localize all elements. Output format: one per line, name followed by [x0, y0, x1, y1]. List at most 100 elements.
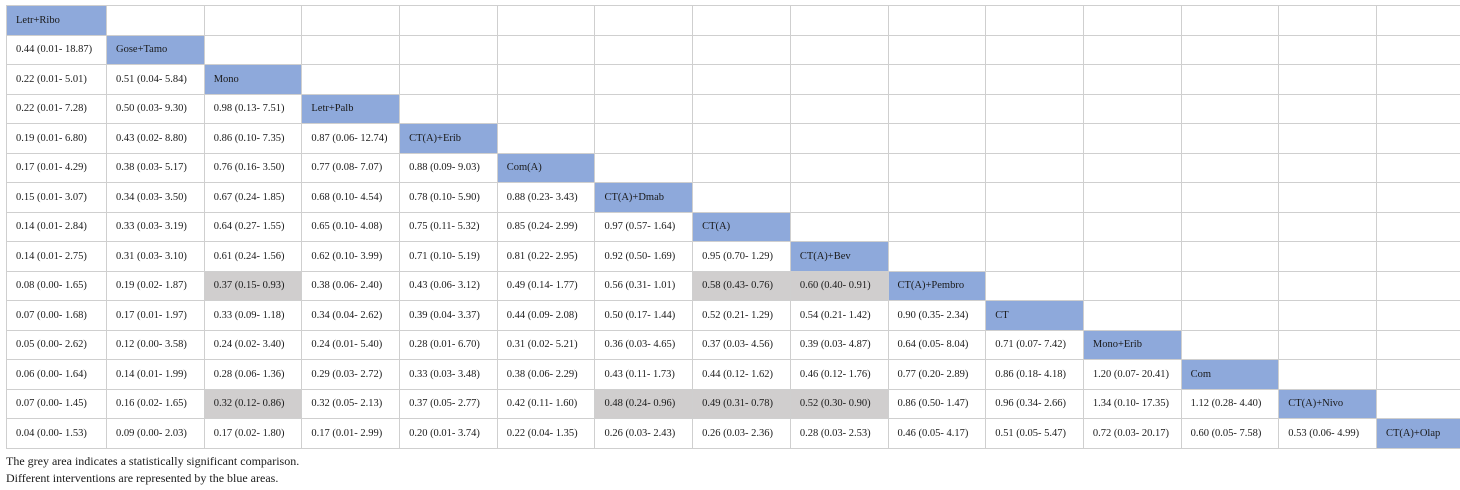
empty-cell [301, 34, 401, 65]
comparison-cell: 0.16 (0.02- 1.65) [106, 388, 205, 419]
empty-cell [789, 5, 889, 36]
empty-cell [1375, 241, 1460, 272]
empty-cell [692, 152, 791, 183]
comparison-cell: 0.88 (0.09- 9.03) [399, 152, 498, 183]
empty-cell [887, 152, 987, 183]
comparison-cell: 0.38 (0.06- 2.29) [496, 359, 596, 390]
empty-cell [1375, 211, 1460, 242]
empty-cell [1278, 123, 1377, 154]
comparison-cell: 0.96 (0.34- 2.66) [985, 388, 1084, 419]
intervention-cell: CT(A)+Erib [399, 123, 498, 154]
intervention-cell: Letr+Palb [301, 93, 401, 124]
comparison-cell: 0.86 (0.18- 4.18) [985, 359, 1084, 390]
empty-cell [692, 182, 791, 213]
comparison-cell: 0.77 (0.20- 2.89) [887, 359, 987, 390]
comparison-cell: 0.34 (0.04- 2.62) [301, 300, 401, 331]
intervention-cell: Mono+Erib [1082, 329, 1182, 360]
comparison-cell: 0.77 (0.08- 7.07) [301, 152, 401, 183]
comparison-cell: 0.52 (0.30- 0.90) [789, 388, 889, 419]
table-row: 0.22 (0.01- 5.01) 0.51 (0.04- 5.84) Mono [6, 64, 1460, 95]
empty-cell [1278, 93, 1377, 124]
comparison-cell: 0.81 (0.22- 2.95) [496, 241, 596, 272]
comparison-cell: 0.32 (0.05- 2.13) [301, 388, 401, 419]
comparison-cell: 0.15 (0.01- 3.07) [6, 182, 107, 213]
empty-cell [1082, 270, 1182, 301]
empty-cell [203, 34, 303, 65]
comparison-cell: 0.22 (0.04- 1.35) [496, 418, 596, 449]
comparison-cell: 0.22 (0.01- 5.01) [6, 64, 107, 95]
comparison-cell: 0.68 (0.10- 4.54) [301, 182, 401, 213]
comparison-cell: 0.26 (0.03- 2.36) [692, 418, 791, 449]
comparison-cell: 0.14 (0.01- 2.75) [6, 241, 107, 272]
empty-cell [1278, 211, 1377, 242]
empty-cell [399, 34, 498, 65]
empty-cell [1375, 64, 1460, 95]
comparison-cell: 1.20 (0.07- 20.41) [1082, 359, 1182, 390]
comparison-cell: 0.60 (0.40- 0.91) [789, 270, 889, 301]
empty-cell [887, 93, 987, 124]
empty-cell [887, 182, 987, 213]
comparison-cell: 0.37 (0.05- 2.77) [399, 388, 498, 419]
empty-cell [1082, 64, 1182, 95]
comparison-cell: 0.37 (0.03- 4.56) [692, 329, 791, 360]
empty-cell [1375, 34, 1460, 65]
empty-cell [985, 152, 1084, 183]
empty-cell [887, 211, 987, 242]
comparison-cell: 0.64 (0.05- 8.04) [887, 329, 987, 360]
intervention-cell: Com(A) [496, 152, 596, 183]
comparison-cell: 0.46 (0.05- 4.17) [887, 418, 987, 449]
empty-cell [1180, 93, 1280, 124]
empty-cell [1375, 270, 1460, 301]
comparison-cell: 0.46 (0.12- 1.76) [789, 359, 889, 390]
comparison-cell: 0.31 (0.03- 3.10) [106, 241, 205, 272]
empty-cell [1180, 64, 1280, 95]
intervention-cell: Com [1180, 359, 1280, 390]
empty-cell [692, 5, 791, 36]
empty-cell [1375, 123, 1460, 154]
empty-cell [594, 64, 694, 95]
comparison-cell: 0.05 (0.00- 2.62) [6, 329, 107, 360]
comparison-cell: 0.90 (0.35- 2.34) [887, 300, 987, 331]
note-blue-area: Different interventions are represented … [6, 471, 279, 485]
comparison-cell: 0.37 (0.15- 0.93) [203, 270, 303, 301]
comparison-cell: 0.31 (0.02- 5.21) [496, 329, 596, 360]
empty-cell [887, 123, 987, 154]
comparison-cell: 0.42 (0.11- 1.60) [496, 388, 596, 419]
table-row: 0.19 (0.01- 6.80) 0.43 (0.02- 8.80) 0.86 (… [6, 123, 1460, 154]
comparison-cell: 1.34 (0.10- 17.35) [1082, 388, 1182, 419]
comparison-cell: 0.48 (0.24- 0.96) [594, 388, 694, 419]
comparison-cell: 0.71 (0.07- 7.42) [985, 329, 1084, 360]
comparison-cell: 0.65 (0.10- 4.08) [301, 211, 401, 242]
empty-cell [496, 64, 596, 95]
comparison-cell: 0.61 (0.24- 1.56) [203, 241, 303, 272]
intervention-cell: CT(A)+Bev [789, 241, 889, 272]
empty-cell [789, 123, 889, 154]
empty-cell [496, 123, 596, 154]
comparison-cell: 0.88 (0.23- 3.43) [496, 182, 596, 213]
comparison-cell: 0.72 (0.03- 20.17) [1082, 418, 1182, 449]
empty-cell [1278, 300, 1377, 331]
empty-cell [985, 182, 1084, 213]
comparison-cell: 0.44 (0.09- 2.08) [496, 300, 596, 331]
intervention-cell: Letr+Ribo [6, 5, 107, 36]
empty-cell [1082, 152, 1182, 183]
empty-cell [1375, 93, 1460, 124]
empty-cell [1082, 34, 1182, 65]
comparison-cell: 0.24 (0.01- 5.40) [301, 329, 401, 360]
comparison-cell: 0.95 (0.70- 1.29) [692, 241, 791, 272]
comparison-cell: 0.49 (0.14- 1.77) [496, 270, 596, 301]
table-row: 0.15 (0.01- 3.07) 0.34 (0.03- 3.50) 0.67 (… [6, 182, 1460, 213]
comparison-cell: 0.86 (0.50- 1.47) [887, 388, 987, 419]
comparison-cell: 0.71 (0.10- 5.19) [399, 241, 498, 272]
comparison-cell: 0.78 (0.10- 5.90) [399, 182, 498, 213]
comparison-cell: 0.33 (0.09- 1.18) [203, 300, 303, 331]
comparison-cell: 0.20 (0.01- 3.74) [399, 418, 498, 449]
empty-cell [692, 123, 791, 154]
comparison-cell: 0.22 (0.01- 7.28) [6, 93, 107, 124]
note-grey-area: The grey area indicates a statistically … [6, 454, 300, 468]
empty-cell [887, 34, 987, 65]
comparison-cell: 0.60 (0.05- 7.58) [1180, 418, 1280, 449]
comparison-cell: 0.43 (0.11- 1.73) [594, 359, 694, 390]
comparison-cell: 0.14 (0.01- 1.99) [106, 359, 205, 390]
table-row: 0.08 (0.00- 1.65) 0.19 (0.02- 1.87) 0.37 (… [6, 270, 1460, 301]
